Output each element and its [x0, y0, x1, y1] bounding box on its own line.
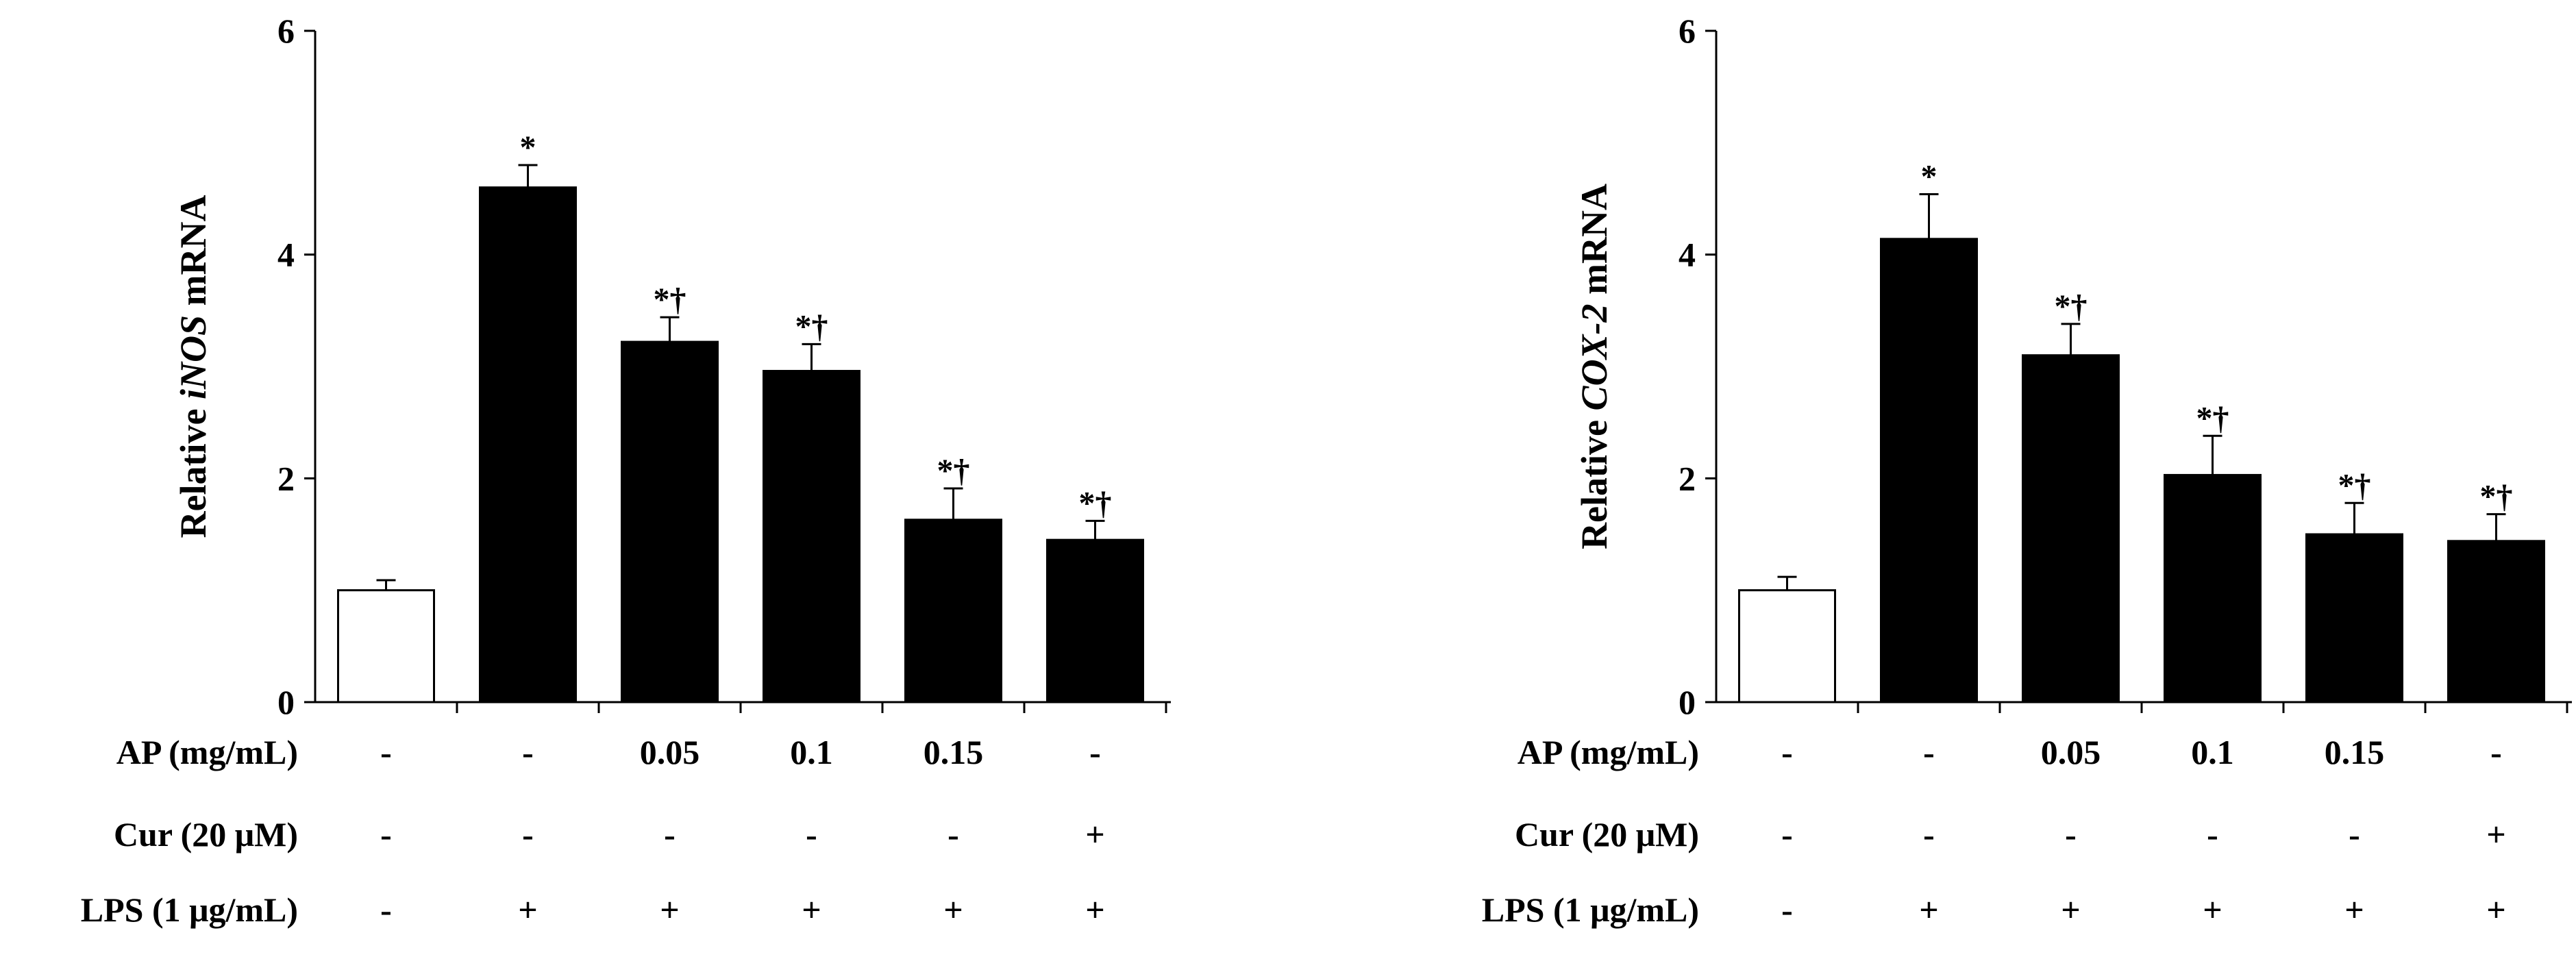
treatment-cell: +: [802, 891, 821, 929]
y-axis-label-suffix: mRNA: [1574, 184, 1615, 303]
treatment-cell: -: [1781, 815, 1793, 854]
treatment-cell: +: [2344, 891, 2364, 929]
y-tick-label: 2: [277, 459, 295, 497]
y-tick-label: 2: [1679, 459, 1696, 497]
treatment-row-label: Cur (20 μM): [1515, 815, 1699, 854]
treatment-cell: -: [2490, 733, 2502, 771]
bar-6: [2447, 540, 2545, 703]
bar-4: [2164, 473, 2262, 703]
treatment-cell: -: [380, 733, 392, 771]
treatment-cell: +: [2061, 891, 2081, 929]
y-axis-label: Relative COX-2 mRNA: [1574, 184, 1615, 549]
y-axis-label-prefix: Relative: [173, 399, 214, 538]
y-tick-label: 4: [277, 236, 295, 274]
treatment-cell: 0.15: [2325, 733, 2385, 771]
treatment-cell: +: [943, 891, 963, 929]
y-tick-label: 0: [1679, 683, 1696, 721]
y-axis-label-gene: iNOS: [173, 315, 214, 399]
treatment-cell: -: [522, 815, 534, 854]
treatment-cell: 0.1: [790, 733, 833, 771]
treatment-cell: -: [2065, 815, 2077, 854]
treatment-row-label: LPS (1 μg/mL): [81, 891, 298, 929]
significance-label: *†: [2196, 400, 2229, 436]
treatment-cell: +: [2203, 891, 2222, 929]
bar-6: [1046, 538, 1144, 703]
y-axis-label-prefix: Relative: [1574, 411, 1615, 549]
treatment-cell: +: [1085, 815, 1105, 854]
treatment-cell: -: [1089, 733, 1101, 771]
treatment-cell: -: [1923, 815, 1935, 854]
treatment-cell: -: [2207, 815, 2218, 854]
treatment-row-label: Cur (20 μM): [114, 815, 298, 854]
significance-label: *†: [1079, 485, 1112, 521]
treatment-cell: -: [664, 815, 676, 854]
treatment-cell: +: [660, 891, 680, 929]
treatment-row-label: LPS (1 μg/mL): [1482, 891, 1699, 929]
y-tick-label: 6: [277, 12, 295, 50]
y-axis-label-gene: COX-2: [1574, 304, 1615, 411]
treatment-cell: +: [2486, 891, 2506, 929]
significance-label: *: [1921, 158, 1937, 195]
significance-label: *†: [2055, 288, 2088, 325]
cox2-chart-panel: 0 2 4 6 Relative COX-2 mRNA * *† *† *† *† AP (mg/m…: [1482, 12, 2572, 929]
bar-5: [904, 519, 1002, 703]
treatment-cell: -: [1781, 891, 1793, 929]
y-tick-label: 0: [277, 683, 295, 721]
significance-label: *: [520, 129, 536, 166]
treatment-cell: -: [380, 815, 392, 854]
treatment-cell: -: [1781, 733, 1793, 771]
treatment-cell: -: [2349, 815, 2360, 854]
significance-label: *†: [654, 282, 686, 318]
bar-2: [1880, 238, 1978, 703]
bar-1: [1738, 589, 1836, 703]
significance-label: *†: [2480, 479, 2513, 515]
treatment-cell: +: [1085, 891, 1105, 929]
treatment-cell: 0.1: [2191, 733, 2234, 771]
bar-3: [621, 340, 719, 703]
treatment-cell: +: [1919, 891, 1939, 929]
y-axis-label: Relative iNOS mRNA: [173, 195, 214, 538]
treatment-cell: -: [522, 733, 534, 771]
bar-1: [337, 589, 435, 703]
y-tick-label: 6: [1679, 12, 1696, 50]
y-axis-label-suffix: mRNA: [173, 195, 214, 315]
treatment-row-label: AP (mg/mL): [1518, 733, 1699, 771]
inos-chart-panel: 0 2 4 6 Relative iNOS mRNA * *† *† *† *† AP (mg/mL…: [81, 12, 1171, 929]
treatment-cell: 0.05: [2041, 733, 2101, 771]
treatment-cell: 0.05: [640, 733, 700, 771]
treatment-cell: -: [1923, 733, 1935, 771]
treatment-cell: +: [518, 891, 538, 929]
treatment-cell: +: [2486, 815, 2506, 854]
significance-label: *†: [937, 453, 970, 489]
treatment-cell: -: [806, 815, 817, 854]
significance-label: *†: [2338, 467, 2371, 503]
bar-2: [479, 186, 577, 703]
treatment-cell: -: [380, 891, 392, 929]
treatment-row-label: AP (mg/mL): [116, 733, 298, 771]
treatment-cell: 0.15: [924, 733, 984, 771]
bar-4: [763, 370, 860, 703]
bar-5: [2305, 533, 2403, 703]
treatment-cell: -: [948, 815, 959, 854]
bar-3: [2022, 354, 2120, 703]
significance-label: *†: [795, 308, 828, 345]
y-tick-label: 4: [1679, 236, 1696, 274]
